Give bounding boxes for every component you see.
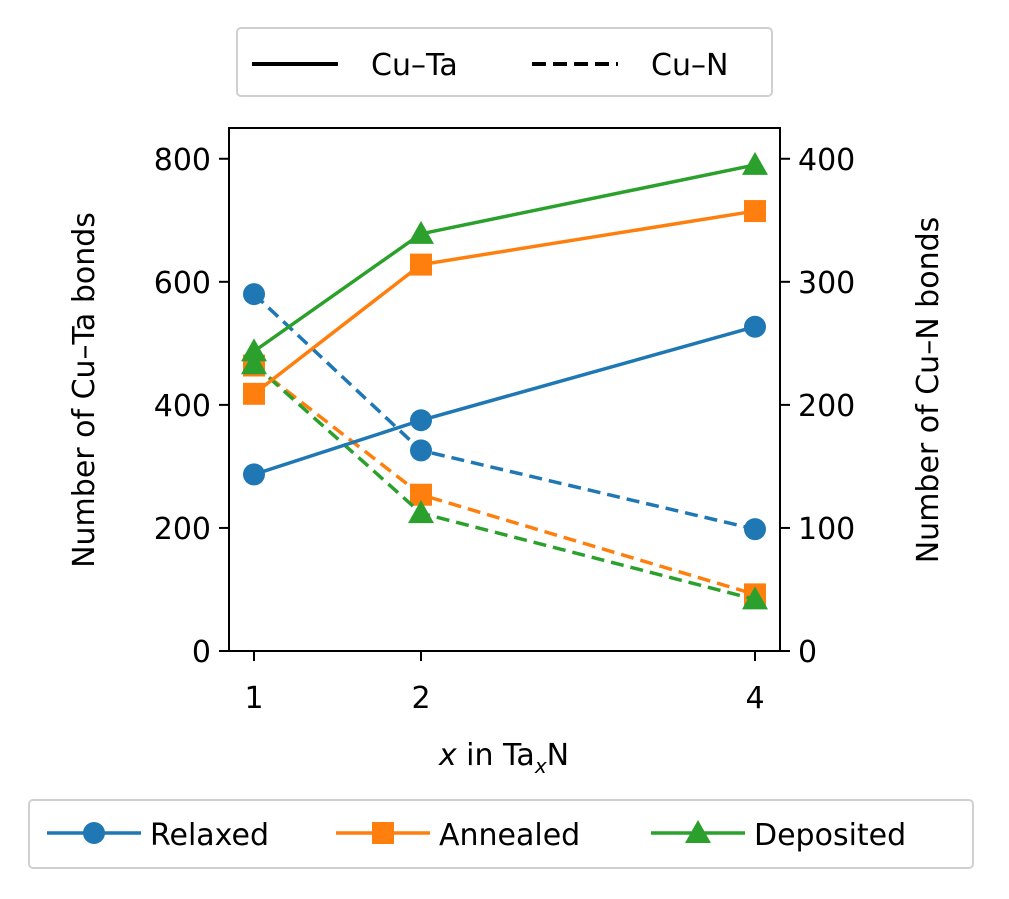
state-legend-items: Relaxed Annealed Deposited <box>47 818 906 853</box>
point-deposited-cu-n <box>742 586 768 610</box>
point-relaxed-cu-ta <box>243 463 265 486</box>
legend-marker-deposited <box>685 820 711 843</box>
point-relaxed-cu-n <box>243 283 265 306</box>
y-left-tick-label: 800 <box>154 143 211 178</box>
point-relaxed-cu-n <box>744 518 766 541</box>
ylabel-right: Number of Cu–N bonds <box>911 217 946 564</box>
point-relaxed-cu-ta <box>410 409 432 432</box>
bond-legend-cu-n-label: Cu–N <box>651 48 728 83</box>
legend-label-deposited: Deposited <box>754 818 906 853</box>
x-tick-label: 4 <box>745 681 764 716</box>
y-right-tick-label: 200 <box>798 389 855 424</box>
plot-frame <box>228 127 781 652</box>
point-deposited-cu-ta <box>408 220 434 244</box>
y-left-tick-label: 600 <box>154 266 211 301</box>
ylabel-left: Number of Cu–Ta bonds <box>67 212 102 568</box>
y-left-tick-label: 200 <box>154 512 211 547</box>
point-annealed-cu-ta <box>744 200 766 223</box>
bond-legend-frame <box>236 27 773 97</box>
legend-label-annealed: Annealed <box>439 818 580 853</box>
y-right-tick-label: 100 <box>798 512 855 547</box>
bond-legend: Cu–Ta Cu–N <box>236 27 773 97</box>
xlabel: x in TaxN <box>438 738 569 778</box>
y-left-tick-label: 400 <box>154 389 211 424</box>
x-tick-label: 1 <box>244 681 263 716</box>
series <box>241 151 768 610</box>
point-annealed-cu-ta <box>410 253 432 276</box>
legend-marker-relaxed <box>83 822 105 844</box>
y-left-tick-label: 0 <box>192 635 211 670</box>
point-deposited-cu-ta <box>241 338 267 362</box>
point-deposited-cu-ta <box>742 151 768 175</box>
y-right-tick-label: 300 <box>798 266 855 301</box>
legend-marker-annealed <box>372 822 394 844</box>
state-legend: Relaxed Annealed Deposited <box>28 799 974 869</box>
y-right-tick-label: 400 <box>798 143 855 178</box>
point-annealed-cu-ta <box>243 382 265 405</box>
point-annealed-cu-n <box>410 483 432 506</box>
state-legend-frame <box>28 799 974 869</box>
legend-label-relaxed: Relaxed <box>150 818 269 853</box>
xlabel-mid: in Ta <box>457 738 535 773</box>
point-relaxed-cu-n <box>410 439 432 462</box>
point-deposited-cu-n <box>241 351 267 375</box>
point-relaxed-cu-ta <box>744 315 766 338</box>
xlabel-end: N <box>547 738 569 773</box>
xlabel-var: x <box>438 738 457 773</box>
y-right-tick-label: 0 <box>798 635 817 670</box>
point-deposited-cu-n <box>408 500 434 524</box>
xlabel-sub: x <box>534 754 547 778</box>
bond-legend-cu-ta-label: Cu–Ta <box>371 48 458 83</box>
x-tick-label: 2 <box>411 681 430 716</box>
